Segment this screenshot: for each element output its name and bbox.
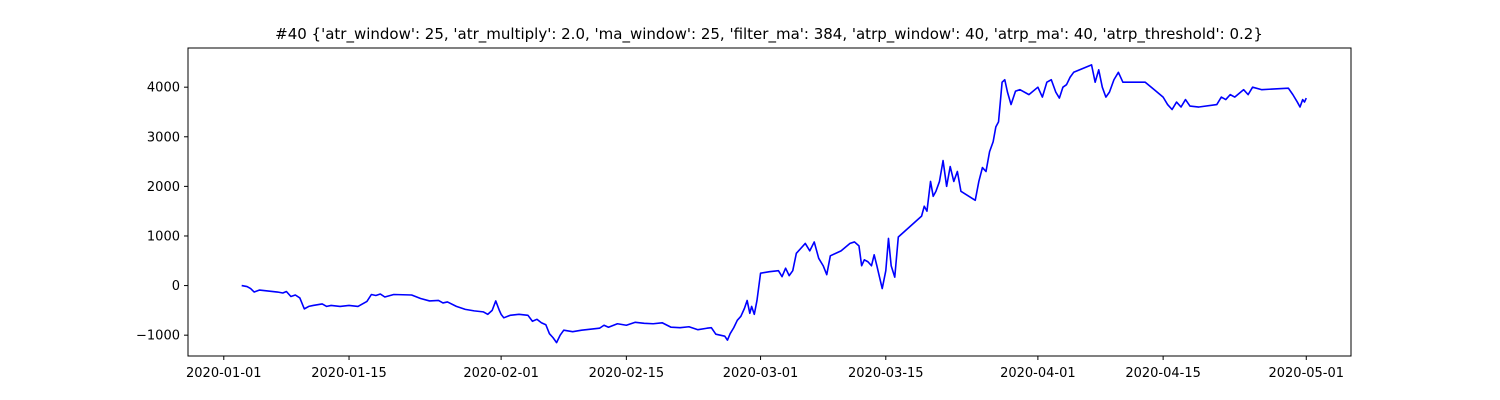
x-tick-label: 2020-03-15 [848, 366, 924, 381]
y-tick-label: 2000 [147, 180, 180, 195]
y-tick-label: 0 [172, 279, 180, 294]
x-axis: 2020-01-01 2020-01-15 2020-02-01 2020-02-15… [186, 356, 1344, 381]
y-tick-label: −1000 [136, 329, 180, 344]
x-tick-label: 2020-01-01 [186, 366, 262, 381]
x-tick-label: 2020-04-01 [1000, 366, 1076, 381]
y-axis: −1000 0 1000 2000 3000 4000 [136, 81, 188, 344]
y-tick-label: 1000 [147, 229, 180, 244]
chart-title: #40 {'atr_window': 25, 'atr_multiply': 2… [275, 25, 1263, 44]
x-tick-label: 2020-03-01 [723, 366, 799, 381]
series-line-0 [241, 64, 1307, 344]
axes-frame [187, 47, 1352, 357]
x-tick-label: 2020-05-01 [1268, 366, 1344, 381]
y-tick-label: 4000 [147, 81, 180, 96]
plot-area [241, 64, 1307, 344]
x-tick-label: 2020-01-15 [311, 366, 387, 381]
x-tick-label: 2020-02-01 [463, 366, 539, 381]
x-tick-label: 2020-02-15 [589, 366, 665, 381]
x-tick-label: 2020-04-15 [1125, 366, 1201, 381]
y-tick-label: 3000 [147, 130, 180, 145]
